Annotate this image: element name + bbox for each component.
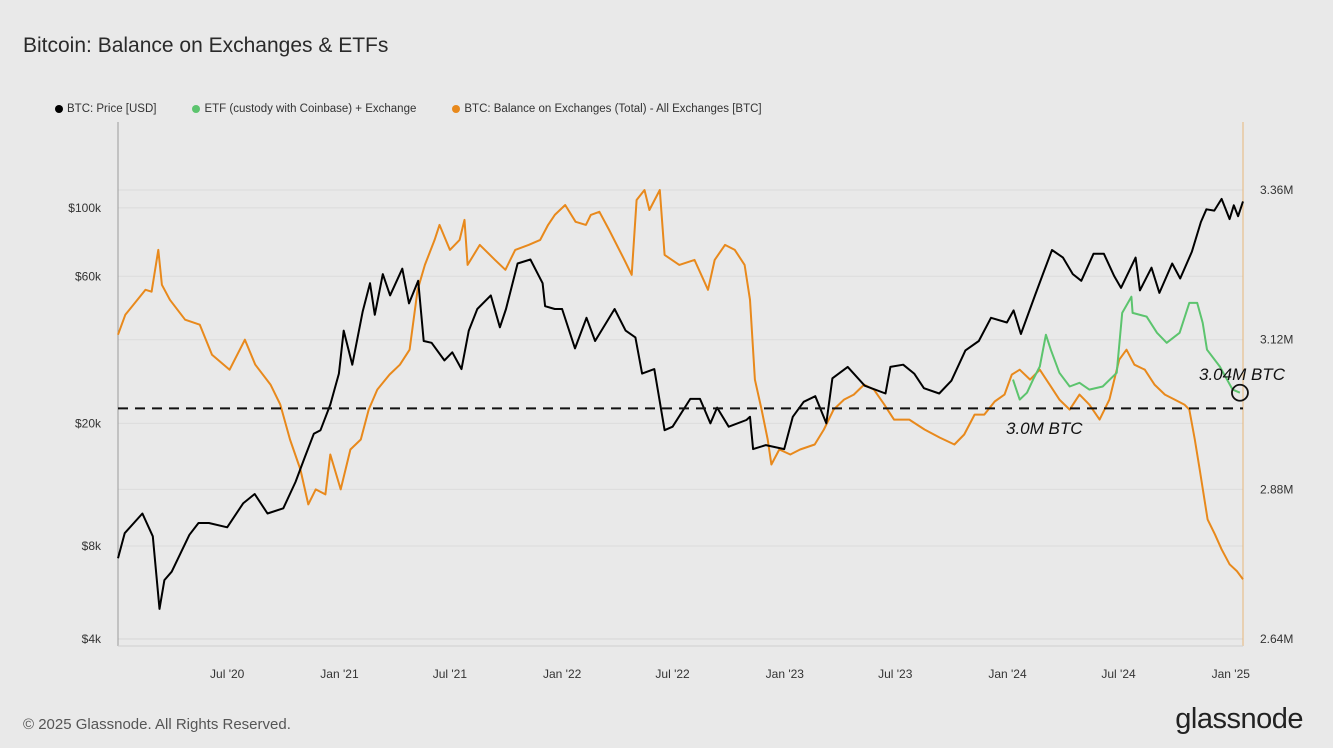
x-tick-label: Jul '20: [210, 667, 245, 681]
legend-label: BTC: Price [USD]: [67, 103, 157, 115]
y-right-tick-label: 2.64M: [1260, 632, 1293, 646]
legend-item-price[interactable]: BTC: Price [USD]: [55, 103, 156, 115]
legend-label: ETF (custody with Coinbase) + Exchange: [204, 103, 417, 115]
chart-title: Bitcoin: Balance on Exchanges & ETFs: [23, 34, 389, 57]
legend-label: BTC: Balance on Exchanges (Total) - All …: [464, 103, 762, 115]
x-tick-label: Jul '22: [655, 667, 690, 681]
threshold-annotation: 3.0M BTC: [1006, 419, 1083, 438]
y-right-tick-label: 3.36M: [1260, 183, 1293, 197]
copyright: © 2025 Glassnode. All Rights Reserved.: [23, 716, 291, 733]
y-left-tick-label: $4k: [82, 632, 102, 646]
legend-dot-icon: [452, 105, 461, 113]
x-tick-label: Jan '23: [766, 667, 805, 681]
legend-item-exchange-balance[interactable]: BTC: Balance on Exchanges (Total) - All …: [452, 103, 762, 115]
y-right-tick-label: 3.12M: [1260, 333, 1293, 347]
y-left-tick-label: $100k: [68, 201, 102, 215]
legend-dot-icon: [55, 105, 63, 113]
x-tick-label: Jul '23: [878, 667, 913, 681]
y-right-tick-label: 2.88M: [1260, 482, 1293, 496]
series-line-2: [117, 189, 1244, 580]
y-left-tick-label: $60k: [75, 269, 102, 283]
glassnode-logo: glassnode: [1175, 703, 1303, 735]
y-left-tick-label: $8k: [82, 539, 102, 553]
x-tick-label: Jan '24: [988, 667, 1027, 681]
legend: BTC: Price [USD] ETF (custody with Coinb…: [55, 103, 762, 115]
current-value-annotation: 3.04M BTC: [1199, 365, 1286, 384]
x-tick-label: Jul '21: [433, 667, 468, 681]
legend-dot-icon: [192, 105, 201, 113]
x-tick-label: Jan '21: [320, 667, 359, 681]
y-left-tick-label: $20k: [75, 416, 102, 430]
current-value-marker: [1231, 383, 1249, 402]
x-tick-label: Jan '25: [1212, 667, 1251, 681]
x-tick-label: Jan '22: [543, 667, 582, 681]
legend-item-etf[interactable]: ETF (custody with Coinbase) + Exchange: [192, 103, 416, 115]
x-tick-label: Jul '24: [1101, 667, 1136, 681]
series-line-0: [117, 197, 1244, 610]
series-line-1: [1012, 295, 1241, 401]
